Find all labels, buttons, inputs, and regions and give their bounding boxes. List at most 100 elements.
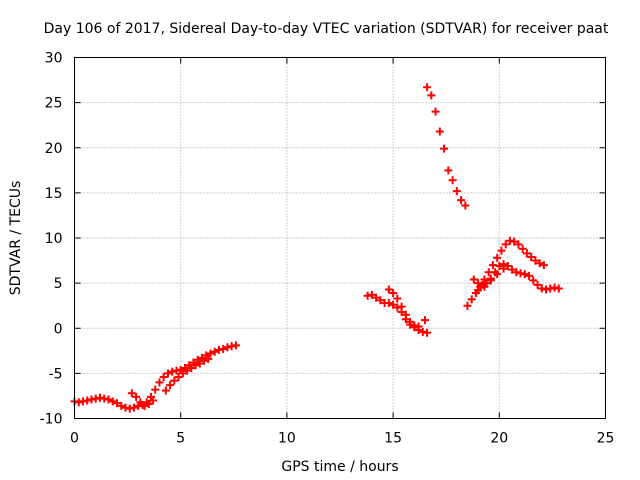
series-3 bbox=[161, 354, 213, 395]
data-point bbox=[200, 356, 209, 365]
data-point bbox=[384, 298, 393, 307]
data-point bbox=[367, 290, 376, 299]
data-point bbox=[493, 270, 502, 279]
data-point bbox=[108, 397, 117, 406]
x-tick-label: 10 bbox=[278, 431, 296, 447]
data-point bbox=[127, 389, 136, 398]
series-7 bbox=[463, 236, 548, 310]
data-point bbox=[452, 187, 461, 196]
data-point bbox=[183, 366, 192, 375]
data-point bbox=[174, 372, 183, 381]
data-point bbox=[535, 259, 544, 268]
y-tick-label: 20 bbox=[45, 141, 63, 157]
data-point bbox=[444, 166, 453, 175]
data-point bbox=[467, 295, 476, 304]
data-point bbox=[372, 293, 381, 302]
data-point bbox=[529, 276, 538, 285]
data-point bbox=[461, 201, 470, 210]
data-point bbox=[178, 369, 187, 378]
data-point bbox=[195, 359, 204, 368]
data-point bbox=[112, 399, 121, 408]
data-point bbox=[104, 395, 113, 404]
data-point bbox=[166, 381, 175, 390]
data-point bbox=[525, 271, 534, 280]
y-tick-label: 25 bbox=[45, 96, 63, 112]
data-point bbox=[427, 91, 436, 100]
y-tick-label: 5 bbox=[54, 276, 63, 292]
x-tick-label: 15 bbox=[384, 431, 402, 447]
data-point bbox=[161, 386, 170, 395]
y-axis-title: SDTVAR / TECUs bbox=[8, 181, 24, 296]
data-point bbox=[423, 83, 432, 92]
x-tick-label: 25 bbox=[597, 431, 615, 447]
data-point bbox=[117, 401, 126, 410]
series-2 bbox=[127, 389, 158, 410]
series-5 bbox=[384, 285, 429, 331]
y-tick-label: -10 bbox=[40, 412, 63, 428]
data-point bbox=[503, 261, 512, 270]
data-point bbox=[401, 310, 410, 319]
data-point bbox=[140, 401, 149, 410]
data-point bbox=[231, 341, 240, 350]
x-tick-label: 0 bbox=[70, 431, 79, 447]
data-point bbox=[527, 252, 536, 261]
data-point bbox=[414, 322, 423, 331]
y-tick-label: 15 bbox=[45, 186, 63, 202]
data-point bbox=[486, 276, 495, 285]
data-point bbox=[204, 354, 213, 363]
data-point bbox=[497, 246, 506, 255]
y-tick-label: -5 bbox=[49, 366, 63, 382]
data-point bbox=[539, 261, 548, 270]
x-tick-label: 20 bbox=[490, 431, 508, 447]
data-point bbox=[389, 289, 398, 298]
data-point bbox=[389, 300, 398, 309]
data-point bbox=[151, 385, 160, 394]
data-point bbox=[144, 400, 153, 409]
y-tick-label: 0 bbox=[54, 321, 63, 337]
data-point bbox=[448, 176, 457, 185]
axis-ticks: 0 5 10 15 20 25 -10 -5 0 5 10 15 20 25 30 bbox=[40, 51, 615, 447]
data-point bbox=[420, 316, 429, 325]
series-9 bbox=[474, 261, 512, 295]
data-point bbox=[206, 349, 215, 358]
data-point bbox=[480, 282, 489, 291]
series-6 bbox=[423, 83, 470, 210]
data-point bbox=[163, 369, 172, 378]
data-point bbox=[136, 398, 145, 407]
y-tick-label: 30 bbox=[45, 51, 63, 67]
data-point bbox=[522, 249, 531, 258]
data-point bbox=[393, 294, 402, 303]
data-point bbox=[159, 372, 168, 381]
data-point bbox=[533, 280, 542, 289]
data-point bbox=[440, 144, 449, 153]
series-8 bbox=[469, 260, 563, 294]
data-point bbox=[495, 261, 504, 270]
data-point bbox=[514, 240, 523, 249]
data-point bbox=[219, 345, 228, 354]
data-point bbox=[499, 264, 508, 273]
data-point bbox=[431, 107, 440, 116]
data-point bbox=[210, 347, 219, 356]
data-point bbox=[129, 403, 138, 412]
grid bbox=[74, 57, 606, 419]
data-point bbox=[508, 265, 517, 274]
data-point bbox=[520, 270, 529, 279]
data-point bbox=[501, 240, 510, 249]
data-point bbox=[132, 392, 141, 401]
data-point bbox=[474, 279, 483, 288]
data-point bbox=[406, 317, 415, 326]
data-point bbox=[531, 256, 540, 265]
data-point bbox=[187, 363, 196, 372]
data-point bbox=[397, 302, 406, 311]
y-tick-label: 10 bbox=[45, 231, 63, 247]
data-point bbox=[554, 284, 563, 293]
data-points bbox=[70, 83, 563, 413]
data-point bbox=[149, 396, 158, 405]
data-point bbox=[510, 237, 519, 246]
data-point bbox=[384, 285, 393, 294]
x-tick-label: 5 bbox=[176, 431, 185, 447]
data-point bbox=[435, 127, 444, 136]
data-point bbox=[493, 253, 502, 262]
